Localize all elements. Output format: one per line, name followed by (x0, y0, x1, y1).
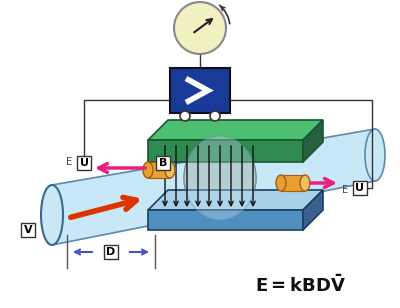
Bar (170, 68, 230, 113)
Text: U: U (80, 158, 88, 168)
Text: $\mathbf{E=kBD\bar{V}}$: $\mathbf{E=kBD\bar{V}}$ (255, 274, 346, 296)
Text: D: D (106, 247, 116, 257)
Text: E: E (342, 185, 348, 195)
Ellipse shape (41, 185, 63, 245)
Ellipse shape (184, 136, 256, 220)
Polygon shape (52, 129, 375, 245)
Circle shape (210, 111, 220, 121)
Ellipse shape (365, 129, 385, 181)
Text: U: U (356, 183, 364, 193)
Polygon shape (148, 210, 303, 230)
Text: V: V (24, 225, 32, 235)
Polygon shape (303, 120, 323, 162)
Ellipse shape (184, 136, 256, 220)
Text: E: E (66, 157, 72, 167)
Polygon shape (148, 162, 170, 178)
Ellipse shape (276, 175, 286, 191)
Ellipse shape (165, 162, 175, 178)
Ellipse shape (143, 162, 153, 178)
Circle shape (180, 111, 190, 121)
Polygon shape (148, 140, 303, 162)
Circle shape (174, 2, 226, 54)
Text: B: B (159, 158, 167, 168)
Polygon shape (303, 190, 323, 230)
Ellipse shape (300, 175, 310, 191)
Polygon shape (148, 120, 323, 140)
Polygon shape (148, 190, 323, 210)
Polygon shape (281, 175, 305, 191)
